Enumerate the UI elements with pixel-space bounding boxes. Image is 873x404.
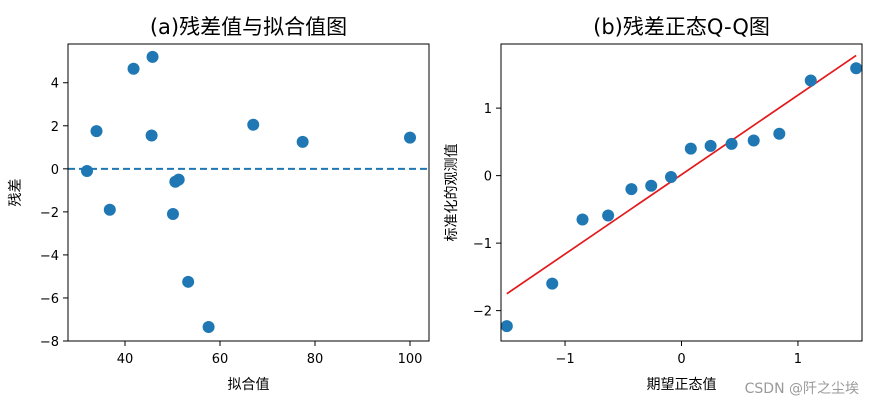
- data-point-5: [146, 50, 159, 63]
- y-tick-label: −2: [473, 305, 492, 320]
- chart-title: (b)残差正态Q-Q图: [593, 15, 770, 39]
- qq-reference-line: [506, 54, 857, 295]
- data-point-3: [602, 209, 615, 222]
- data-point-1: [90, 125, 103, 138]
- x-tick-label: 60: [212, 352, 229, 367]
- y-axis-label: 残差: [8, 179, 24, 207]
- data-point-2: [103, 203, 116, 216]
- x-tick-label: 100: [398, 352, 423, 367]
- data-point-0: [500, 320, 513, 333]
- data-point-8: [704, 139, 717, 152]
- data-point-4: [625, 183, 638, 196]
- x-axis-label: 拟合值: [228, 377, 270, 393]
- chart-title: (a)残差值与拟合值图: [150, 15, 347, 39]
- y-tick-label: −1: [473, 237, 492, 252]
- data-point-13: [404, 131, 416, 144]
- data-point-5: [645, 179, 658, 192]
- x-tick-label: 0: [677, 352, 685, 367]
- y-tick-label: −8: [40, 335, 59, 350]
- y-tick-label: 0: [51, 163, 59, 178]
- data-point-12: [804, 74, 817, 87]
- data-point-2: [576, 213, 589, 226]
- data-point-6: [665, 170, 678, 183]
- data-point-11: [247, 118, 260, 131]
- data-point-1: [546, 277, 559, 290]
- data-point-12: [296, 135, 309, 148]
- axes-frame: [67, 43, 430, 342]
- watermark: CSDN @阡之尘埃: [744, 381, 859, 397]
- y-tick-label: −6: [40, 292, 59, 307]
- x-tick-label: 1: [794, 352, 802, 367]
- x-tick-label: 80: [307, 352, 324, 367]
- y-tick-label: 1: [484, 102, 492, 117]
- y-tick-label: 0: [484, 170, 492, 185]
- y-axis-label: 标准化的观测值: [444, 144, 460, 242]
- data-point-7: [684, 142, 697, 155]
- data-point-9: [725, 137, 738, 150]
- x-tick-label: −1: [555, 352, 574, 367]
- y-tick-label: 2: [51, 120, 59, 135]
- data-point-11: [773, 127, 786, 140]
- data-point-13: [850, 62, 863, 75]
- data-point-10: [202, 321, 215, 334]
- y-tick-label: −4: [40, 249, 59, 264]
- data-point-9: [182, 275, 195, 288]
- y-tick-label: −2: [40, 206, 59, 221]
- x-axis-label: 期望正态值: [647, 377, 717, 393]
- data-point-4: [145, 129, 158, 142]
- data-point-8: [172, 173, 185, 186]
- y-tick-label: 4: [51, 77, 59, 92]
- data-point-0: [81, 164, 93, 177]
- data-point-3: [127, 62, 140, 75]
- data-point-10: [747, 134, 760, 147]
- x-tick-label: 40: [117, 352, 134, 367]
- data-point-6: [166, 208, 179, 221]
